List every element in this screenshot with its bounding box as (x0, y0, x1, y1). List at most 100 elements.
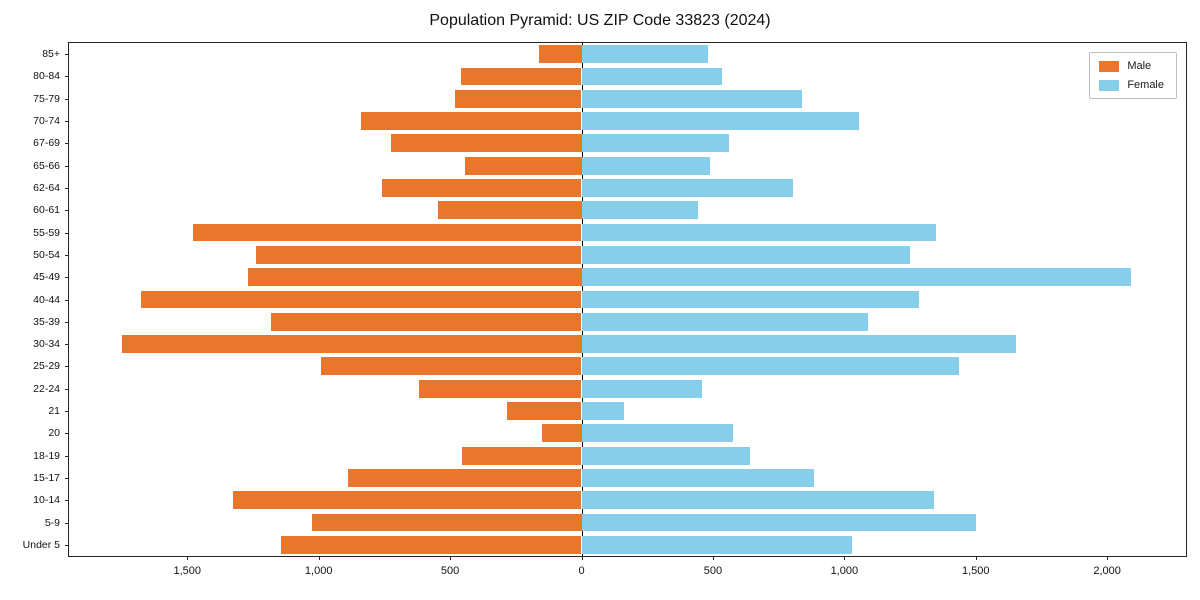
plot-area: 85+ 80-84 75-79 70-74 67-69 65-66 62-64 60-61 55… (23, 42, 1187, 577)
bar-male-65-66 (464, 156, 582, 175)
y-axis-label-30-34: 30-34 (33, 338, 60, 351)
bar-female-62-64 (581, 179, 794, 197)
bar-male-20 (542, 424, 582, 443)
bar-female-25-29 (581, 357, 959, 376)
y-axis-label-25-29: 25-29 (33, 360, 60, 373)
bar-female-21 (581, 402, 624, 420)
bar-male-85- (539, 45, 582, 64)
bar-male-21 (506, 402, 582, 420)
x-tick-mark (975, 556, 977, 560)
x-axis-label-2000: 2,000 (1093, 565, 1121, 577)
legend: Male Female (1089, 52, 1177, 99)
legend-swatch-female (1099, 79, 1120, 91)
bar-male-67-69 (390, 134, 582, 153)
y-tick-mark (65, 254, 69, 256)
y-axis-label-60-61: 60-61 (33, 204, 60, 217)
x-tick-mark (844, 556, 846, 560)
y-tick-mark (65, 477, 69, 479)
x-axis-label-1000: 1,000 (304, 565, 333, 577)
x-axis-label-500: 500 (440, 565, 460, 577)
bar-male-22-24 (418, 379, 582, 398)
bar-female-under-5 (581, 535, 853, 554)
bar-male-10-14 (233, 491, 582, 510)
bar-male-60-61 (438, 201, 582, 220)
x-tick-mark (187, 556, 189, 560)
y-tick-mark (65, 366, 69, 368)
bar-male-25-29 (321, 357, 582, 376)
bar-male-under-5 (280, 535, 582, 554)
y-axis-label-75-79: 75-79 (33, 92, 60, 105)
y-axis-label-55-59: 55-59 (33, 226, 60, 239)
y-axis-label-22-24: 22-24 (33, 382, 60, 395)
bar-female-85- (581, 45, 708, 64)
bar-female-10-14 (581, 491, 934, 510)
y-tick-mark (65, 500, 69, 502)
y-axis-label-10-14: 10-14 (33, 494, 60, 507)
bar-female-22-24 (581, 379, 703, 398)
bar-female-35-39 (581, 312, 868, 331)
x-axis-label-1000: 1,000 (830, 565, 859, 577)
y-tick-mark (65, 165, 69, 167)
bar-male-80-84 (460, 67, 582, 86)
bar-female-75-79 (581, 89, 803, 108)
x-axis-label-1500: 1,500 (961, 565, 990, 577)
legend-item-male: Male (1099, 60, 1164, 72)
y-axis-label-67-69: 67-69 (33, 137, 60, 150)
x-tick-mark (450, 556, 452, 560)
x-axis-label-0: 0 (578, 565, 585, 577)
bar-male-70-74 (360, 112, 582, 130)
x-tick-mark (318, 556, 320, 560)
y-axis-label-35-39: 35-39 (33, 315, 60, 328)
bar-female-65-66 (581, 156, 711, 175)
bar-female-55-59 (581, 223, 937, 242)
y-axis-label-45-49: 45-49 (33, 271, 60, 284)
y-axis-label-5-9: 5-9 (44, 516, 60, 529)
bar-female-50-54 (581, 245, 911, 264)
y-axis-label-80-84: 80-84 (33, 70, 60, 83)
bar-female-80-84 (581, 67, 723, 86)
y-tick-mark (65, 54, 69, 56)
legend-item-female: Female (1099, 79, 1164, 91)
bar-male-15-17 (347, 469, 582, 487)
bar-male-18-19 (461, 446, 582, 465)
legend-label-male: Male (1127, 60, 1152, 72)
y-tick-mark (65, 187, 69, 189)
y-axis-label-20: 20 (48, 427, 60, 440)
bar-female-67-69 (581, 134, 729, 153)
bar-male-50-54 (255, 245, 582, 264)
bar-male-30-34 (121, 335, 582, 353)
bar-female-15-17 (581, 469, 815, 487)
bar-female-30-34 (581, 335, 1017, 353)
bar-female-18-19 (581, 446, 750, 465)
y-axis-label-65-66: 65-66 (33, 159, 60, 172)
bar-female-45-49 (581, 268, 1131, 287)
y-tick-mark (65, 388, 69, 390)
y-axis-label-40-44: 40-44 (33, 293, 60, 306)
y-tick-mark (65, 544, 69, 546)
y-axis-label-62-64: 62-64 (33, 181, 60, 194)
y-tick-mark (65, 277, 69, 279)
y-tick-mark (65, 344, 69, 346)
y-axis-label-70-74: 70-74 (33, 115, 60, 128)
bar-female-60-61 (581, 201, 699, 220)
y-tick-mark (65, 76, 69, 78)
x-tick-mark (712, 556, 714, 560)
x-axis-label-500: 500 (703, 565, 723, 577)
bar-female-40-44 (581, 290, 920, 309)
y-axis-label-50-54: 50-54 (33, 248, 60, 261)
bar-male-75-79 (455, 89, 582, 108)
bar-female-5-9 (581, 513, 976, 532)
y-tick-mark (65, 433, 69, 435)
y-tick-mark (65, 121, 69, 123)
bar-male-35-39 (271, 312, 582, 331)
bar-female-20 (581, 424, 733, 443)
bar-female-70-74 (581, 112, 859, 130)
y-axis-label-18-19: 18-19 (33, 449, 60, 462)
x-axis-label-1500: 1,500 (173, 565, 202, 577)
y-tick-mark (65, 522, 69, 524)
y-axis-label-15-17: 15-17 (33, 471, 60, 484)
y-tick-mark (65, 210, 69, 212)
y-tick-mark (65, 455, 69, 457)
y-tick-mark (65, 321, 69, 323)
y-tick-mark (65, 143, 69, 145)
